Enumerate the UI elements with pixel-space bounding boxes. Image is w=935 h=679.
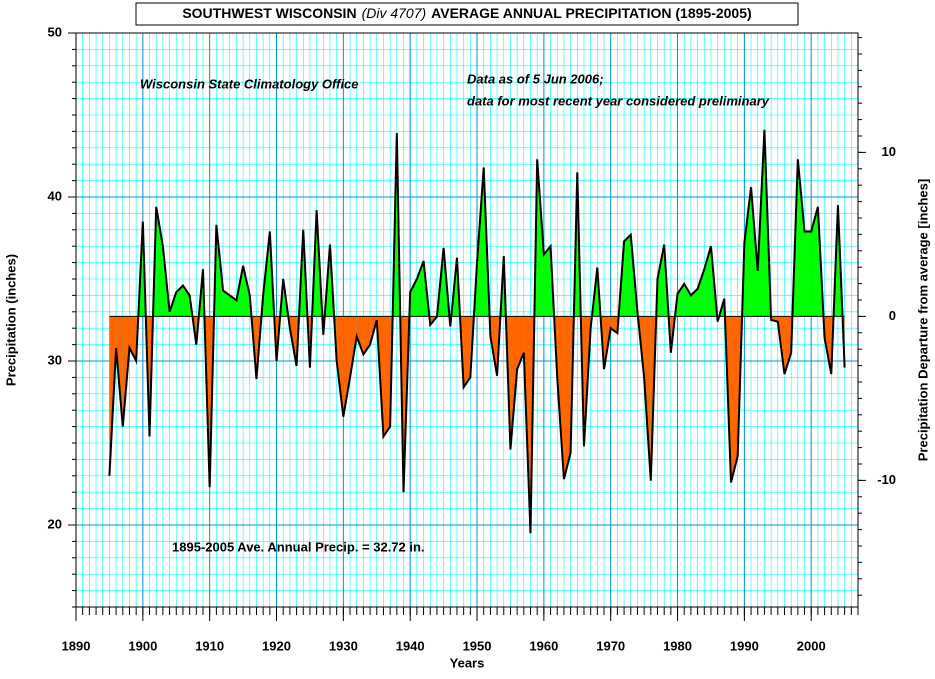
y2-tick-label: 0 xyxy=(889,308,896,323)
departure-fill xyxy=(544,246,551,316)
x-tick-label: 1890 xyxy=(62,638,91,653)
x-tick-label: 1920 xyxy=(262,638,291,653)
y-axis-label: Precipitation (inches) xyxy=(3,254,18,386)
y-tick-label: 20 xyxy=(48,516,62,531)
x-tick-label: 1900 xyxy=(128,638,157,653)
x-tick-label: 1970 xyxy=(596,638,625,653)
y2-tick-label: -10 xyxy=(877,472,896,487)
departure-fill xyxy=(383,316,390,436)
title-part: (Div 4707) xyxy=(362,5,427,21)
departure-fill xyxy=(805,231,812,316)
x-tick-label: 1910 xyxy=(195,638,224,653)
x-tick-label: 2000 xyxy=(797,638,826,653)
x-tick-label: 1930 xyxy=(329,638,358,653)
chart-title: SOUTHWEST WISCONSIN (Div 4707)AVERAGE ANN… xyxy=(182,5,751,21)
title-part: SOUTHWEST WISCONSIN xyxy=(182,5,356,21)
x-axis-label: Years xyxy=(450,655,485,670)
y-tick-label: 50 xyxy=(48,24,62,39)
title-part: AVERAGE ANNUAL PRECIPITATION (1895-2005) xyxy=(431,5,752,21)
annotation: 1895-2005 Ave. Annual Precip. = 32.72 in… xyxy=(172,539,425,554)
y-tick-label: 40 xyxy=(48,188,62,203)
annotation: data for most recent year considered pre… xyxy=(467,93,770,108)
x-tick-label: 1940 xyxy=(396,638,425,653)
x-tick-label: 1960 xyxy=(529,638,558,653)
y-tick-label: 30 xyxy=(48,352,62,367)
departure-fill xyxy=(624,235,631,317)
annotation: Data as of 5 Jun 2006; xyxy=(467,71,604,86)
departure-fill xyxy=(464,316,471,387)
y2-tick-label: 10 xyxy=(882,144,896,159)
x-tick-label: 1990 xyxy=(730,638,759,653)
annotation: Wisconsin State Climatology Office xyxy=(140,76,359,91)
x-tick-label: 1980 xyxy=(663,638,692,653)
y2-axis-label: Precipitation Departure from average [in… xyxy=(915,179,930,461)
x-tick-label: 1950 xyxy=(463,638,492,653)
